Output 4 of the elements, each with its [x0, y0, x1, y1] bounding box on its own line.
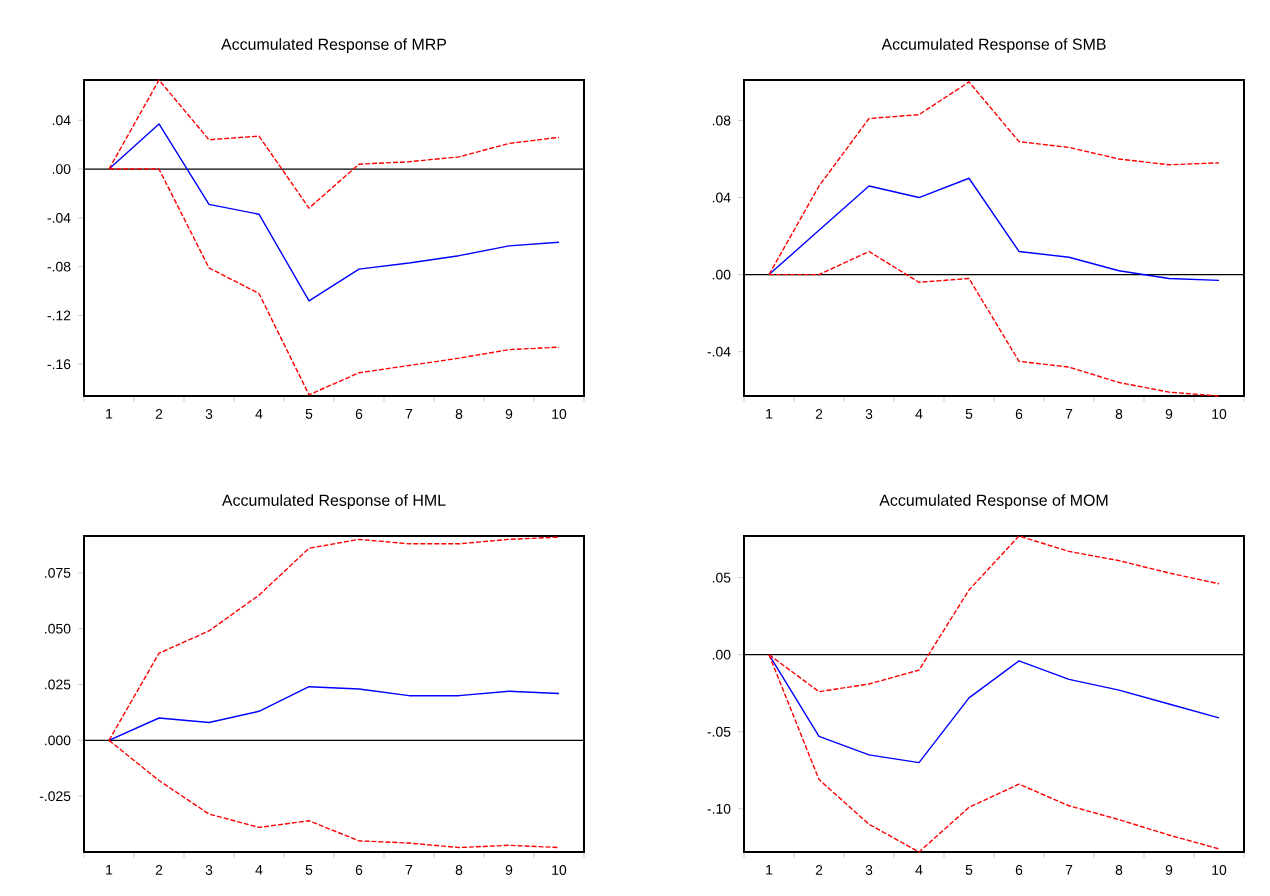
line-series [768, 653, 1220, 764]
line-series [108, 686, 560, 742]
line-series [108, 123, 560, 302]
line-series [768, 177, 1220, 282]
